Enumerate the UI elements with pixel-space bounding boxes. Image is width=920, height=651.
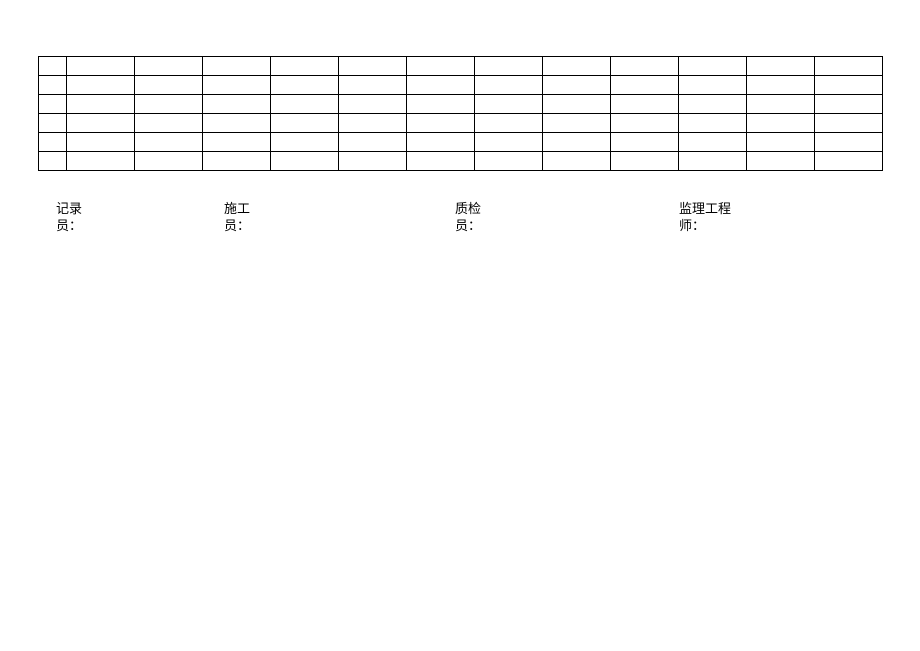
table-cell [67,152,135,171]
table-cell [271,76,339,95]
data-table [38,56,882,171]
table-cell [611,76,679,95]
table-cell [339,76,407,95]
empty-table [38,56,883,171]
signature-label-line2: 员： [224,217,250,234]
table-cell [39,57,67,76]
table-cell [611,95,679,114]
table-row [39,95,883,114]
table-cell [135,133,203,152]
table-cell [67,133,135,152]
table-cell [67,114,135,133]
table-cell [815,152,883,171]
table-cell [815,114,883,133]
table-cell [679,57,747,76]
table-cell [407,95,475,114]
table-cell [271,133,339,152]
table-cell [407,114,475,133]
table-cell [815,133,883,152]
table-cell [135,95,203,114]
table-cell [203,95,271,114]
table-cell [271,114,339,133]
table-cell [611,152,679,171]
table-cell [679,133,747,152]
table-cell [271,57,339,76]
table-cell [407,152,475,171]
table-cell [67,95,135,114]
table-cell [67,57,135,76]
table-cell [271,95,339,114]
table-cell [39,152,67,171]
table-cell [475,95,543,114]
table-cell [611,57,679,76]
table-cell [543,114,611,133]
table-cell [679,95,747,114]
signature-label-line2: 员： [56,217,82,234]
table-cell [543,57,611,76]
table-cell [203,114,271,133]
table-cell [611,133,679,152]
table-cell [203,57,271,76]
table-cell [203,152,271,171]
table-cell [407,57,475,76]
table-cell [815,57,883,76]
signature-recorder: 记录 员： [56,200,82,234]
signature-label-line2: 员： [455,217,481,234]
table-cell [543,76,611,95]
table-cell [747,133,815,152]
table-row [39,76,883,95]
table-cell [135,57,203,76]
table-cell [39,76,67,95]
table-cell [543,95,611,114]
table-cell [679,152,747,171]
table-cell [339,133,407,152]
table-cell [39,133,67,152]
table-cell [339,114,407,133]
table-cell [475,114,543,133]
table-cell [339,95,407,114]
table-cell [475,152,543,171]
table-cell [543,152,611,171]
table-cell [407,76,475,95]
table-cell [747,114,815,133]
signature-label-line1: 记录 [56,200,82,217]
table-cell [679,76,747,95]
signature-row: 记录 员： 施工 员： 质检 员： 监理工程 师： [56,200,882,234]
table-row [39,152,883,171]
table-row [39,114,883,133]
table-row [39,57,883,76]
table-cell [135,152,203,171]
table-cell [815,76,883,95]
table-cell [135,114,203,133]
table-row [39,133,883,152]
table-cell [543,133,611,152]
table-cell [475,57,543,76]
table-cell [39,95,67,114]
signature-label-line1: 监理工程 [679,200,731,217]
signature-supervisor: 监理工程 师： [679,200,731,234]
table-cell [747,76,815,95]
table-cell [135,76,203,95]
table-cell [475,76,543,95]
table-cell [747,95,815,114]
signature-label-line1: 施工 [224,200,250,217]
table-cell [611,114,679,133]
table-cell [339,57,407,76]
table-cell [39,114,67,133]
table-cell [203,133,271,152]
signature-label-line2: 师： [679,217,731,234]
table-cell [407,133,475,152]
table-cell [339,152,407,171]
table-cell [815,95,883,114]
signature-inspector: 质检 员： [455,200,481,234]
table-cell [747,152,815,171]
table-cell [67,76,135,95]
table-cell [203,76,271,95]
table-cell [747,57,815,76]
table-cell [679,114,747,133]
signature-constructor: 施工 员： [224,200,250,234]
table-cell [271,152,339,171]
signature-label-line1: 质检 [455,200,481,217]
table-cell [475,133,543,152]
